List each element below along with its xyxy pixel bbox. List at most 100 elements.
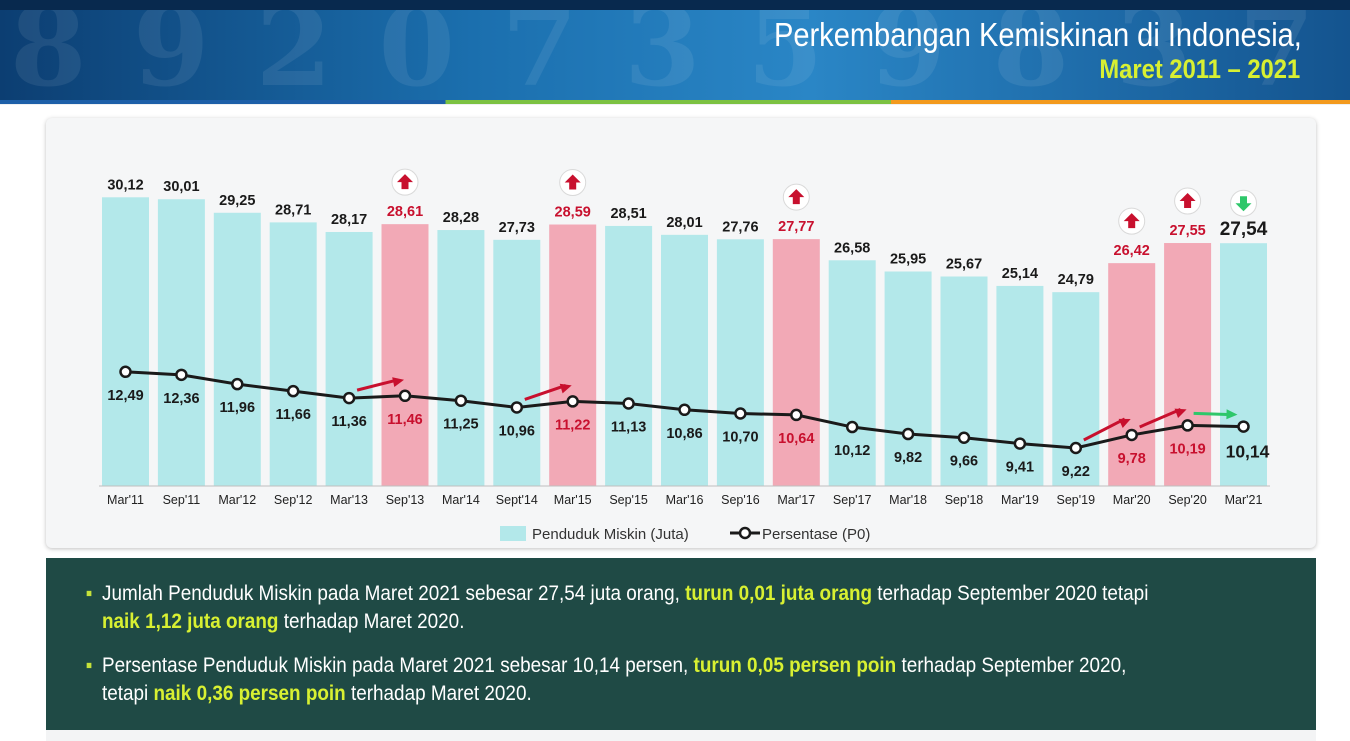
bar-up-arrow-badge	[391, 168, 419, 196]
percentage-point	[342, 391, 356, 405]
bar-up-arrow-badge	[1174, 187, 1202, 215]
bar-Mar'12	[213, 212, 261, 486]
bar-value-label: 27,54	[1220, 219, 1268, 240]
page-subtitle: Maret 2011 – 2021	[1099, 54, 1300, 84]
percentage-point	[1125, 428, 1138, 442]
note-segment: terhadap Maret 2020.	[345, 682, 532, 705]
bar-value-label: 26,58	[834, 240, 870, 256]
bar-Sep'16	[716, 239, 764, 486]
trend-arrow-shaft	[1083, 417, 1126, 442]
up-arrow-icon	[397, 174, 413, 190]
bar-Mar'17	[772, 239, 820, 486]
percentage-point	[734, 407, 747, 420]
line-value-label: 9,66	[950, 454, 978, 470]
x-tick-label: Mar'14	[442, 493, 480, 507]
bar-value-label: 28,59	[555, 205, 591, 221]
trend-arrow-shaft	[1139, 408, 1182, 429]
bar-value-label: 27,55	[1169, 223, 1205, 239]
line-value-label: 12,36	[163, 391, 199, 407]
trend-arrow-head	[1174, 408, 1187, 418]
line-value-label: 11,96	[220, 400, 256, 416]
percentage-point	[398, 389, 412, 403]
bar-value-label: 28,51	[610, 206, 646, 222]
trend-arrow-head	[392, 377, 404, 388]
bar-Mar'21	[1220, 243, 1267, 486]
trend-arrow-shaft	[524, 383, 567, 401]
bar-up-arrow-badge	[559, 169, 587, 197]
up-arrow-icon	[788, 189, 805, 205]
line-value-label: 11,22	[555, 417, 591, 433]
percentage-point	[231, 377, 244, 391]
x-tick-label: Mar'21	[1225, 493, 1263, 507]
bullet-icon: ▪	[85, 654, 93, 677]
x-tick-label: Mar'15	[554, 493, 592, 507]
up-arrow-icon	[1123, 213, 1140, 229]
legend-bar-swatch	[500, 526, 526, 541]
note-segment: Persentase Penduduk Miskin pada Maret 20…	[102, 654, 694, 677]
bar-value-label: 30,12	[107, 177, 143, 193]
x-tick-label: Sep'11	[163, 493, 201, 507]
x-tick-label: Mar'20	[1113, 493, 1151, 507]
header-color-stripe	[0, 100, 1350, 104]
percentage-point	[286, 384, 300, 398]
percentage-point	[566, 395, 579, 408]
page-title: Perkembangan Kemiskinan di Indonesia,	[774, 16, 1302, 53]
bar-value-label: 25,14	[1002, 266, 1038, 282]
x-tick-label: Sep'12	[274, 493, 313, 507]
trend-arrow-shaft	[1193, 411, 1232, 417]
bar-value-label: 29,25	[219, 193, 255, 209]
percentage-point	[845, 420, 859, 434]
line-value-label: 11,36	[331, 414, 367, 430]
bar-value-label: 28,61	[387, 204, 423, 220]
bar-Mar'11	[102, 197, 149, 486]
percentage-point	[1013, 437, 1027, 450]
bar-value-label: 25,67	[946, 256, 982, 272]
header-banner: 8 9 2 0 7 3 5 9 8 3 7 2 Perkembangan Kem…	[0, 0, 1350, 104]
percentage-point	[175, 368, 188, 382]
bar-down-arrow-badge	[1230, 189, 1257, 217]
bar-Mar'14	[437, 230, 485, 486]
x-tick-label: Sep'20	[1168, 493, 1207, 507]
bar-Mar'19	[996, 285, 1044, 486]
x-tick-label: Sep'17	[833, 493, 872, 507]
x-tick-label: Mar'13	[330, 493, 368, 507]
bar-value-label: 28,17	[331, 212, 367, 228]
x-tick-label: Sep'16	[721, 493, 760, 507]
note-highlight: turun 0,01 juta orang	[685, 582, 873, 605]
bar-Sep'19	[1052, 292, 1100, 486]
header-top-bar	[0, 0, 1350, 10]
note-population: ▪ Jumlah Penduduk Miskin pada Maret 2021 …	[86, 580, 1164, 636]
trend-arrow-head	[1226, 409, 1238, 420]
line-up-trend-arrow	[1139, 408, 1187, 429]
line-value-label: 11,66	[275, 407, 311, 423]
bar-Mar'13	[325, 231, 373, 486]
percentage-point	[454, 394, 468, 407]
chart-panel: 30,12 30,01 29,25 28,71 28,17 28,61 28,28 27,73…	[46, 118, 1316, 548]
note-segment: terhadap Maret 2020.	[278, 610, 465, 633]
line-value-label: 10,14	[1226, 442, 1270, 462]
percentage-point	[901, 427, 915, 441]
line-value-label: 10,19	[1169, 441, 1205, 457]
bar-value-label: 27,73	[499, 220, 535, 236]
line-value-label: 9,22	[1062, 464, 1090, 480]
x-tick-label: Sep'19	[1057, 493, 1096, 507]
line-value-label: 10,12	[834, 443, 870, 459]
note-highlight: turun 0,05 persen poin	[693, 654, 897, 677]
bar-Sep'12	[269, 222, 317, 486]
legend-line-label: Persentase (P0)	[762, 526, 870, 543]
bar-Sep'17	[828, 260, 876, 486]
percentage-point	[957, 431, 971, 444]
note-text: Jumlah Penduduk Miskin pada Maret 2021 s…	[102, 582, 1148, 633]
line-down-trend-arrow	[1193, 409, 1238, 420]
bar-value-label: 27,77	[778, 219, 814, 235]
x-tick-label: Sep'18	[945, 493, 984, 507]
line-value-label: 10,96	[499, 423, 535, 439]
bar-value-label: 30,01	[163, 179, 199, 195]
bar-Mar'16	[661, 234, 708, 486]
up-arrow-icon	[1179, 193, 1196, 209]
line-value-label: 10,64	[778, 431, 814, 447]
bottom-strip	[46, 730, 1316, 741]
trend-arrow-head	[1118, 418, 1131, 429]
bar-Sep'13	[381, 224, 429, 487]
down-arrow-icon	[1235, 196, 1252, 212]
